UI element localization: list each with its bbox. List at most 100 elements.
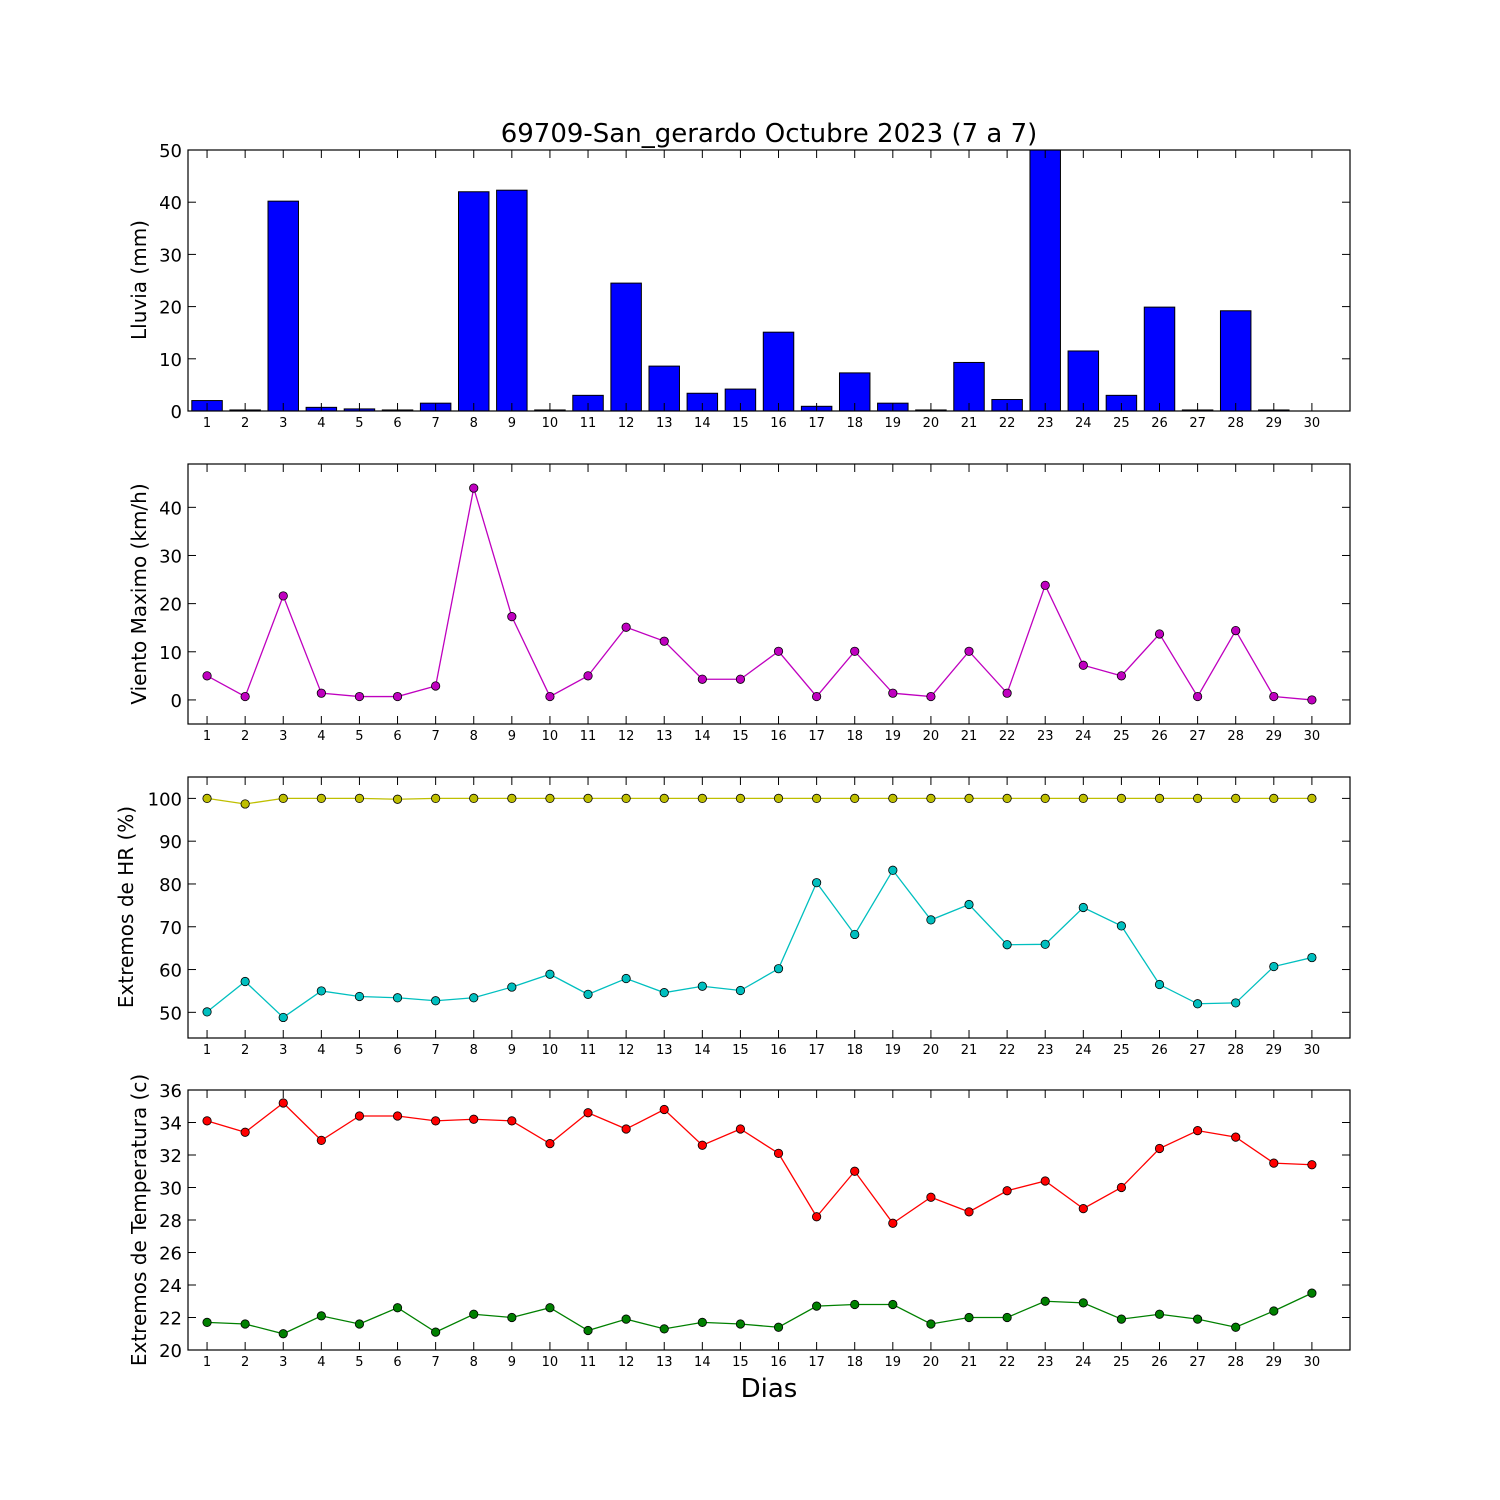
humidity-hr-min-point — [545, 969, 555, 979]
wind-wind-line-point — [1002, 688, 1012, 698]
temperature-temp-min-point — [1116, 1314, 1127, 1324]
humidity-hr-max-point — [1193, 793, 1203, 803]
wind-ytick-label: 0 — [171, 691, 182, 712]
wind-wind-line-point — [545, 691, 555, 702]
temperature-temp-min-point — [316, 1311, 326, 1321]
temperature-temp-min-point — [735, 1319, 746, 1329]
humidity-hr-max-point — [1078, 793, 1088, 803]
humidity-xtick-label: 18 — [846, 1043, 863, 1058]
humidity-xtick-label: 1 — [203, 1043, 211, 1058]
humidity-xtick-label: 22 — [999, 1043, 1016, 1058]
temperature-ytick-label: 28 — [159, 1211, 182, 1232]
rain-xtick-label: 21 — [961, 416, 978, 431]
temperature-temp-max-point — [1231, 1132, 1241, 1142]
humidity-xtick-label: 10 — [542, 1043, 559, 1058]
humidity-xtick-label: 2 — [241, 1043, 249, 1058]
wind-xtick-label: 29 — [1266, 729, 1283, 744]
wind-wind-line-line — [206, 487, 1312, 701]
wind-wind-line-point — [392, 691, 403, 702]
rain-bar — [1029, 149, 1061, 412]
temperature-temp-min-point — [659, 1324, 669, 1334]
humidity-xtick-label: 7 — [431, 1043, 439, 1058]
wind-xtick-label: 17 — [808, 729, 825, 744]
temperature-xtick-label: 9 — [508, 1355, 516, 1370]
humidity-hr-min-point — [773, 964, 784, 974]
temperature-xtick-label: 7 — [431, 1355, 439, 1370]
rain-xtick-label: 30 — [1304, 416, 1321, 431]
humidity-xtick-label: 24 — [1075, 1043, 1092, 1058]
rain-xtick-label: 22 — [999, 416, 1016, 431]
humidity-hr-max-point — [316, 793, 326, 803]
humidity-xtick-label: 30 — [1304, 1043, 1321, 1058]
figure-title: 69709-San_gerardo Octubre 2023 (7 a 7) — [501, 119, 1038, 149]
humidity-hr-max-point — [621, 793, 631, 803]
temperature-temp-max-point — [697, 1140, 707, 1150]
rain-ytick-label: 30 — [159, 245, 182, 266]
humidity-hr-max-point — [964, 793, 974, 803]
rain-xtick-label: 29 — [1266, 416, 1283, 431]
temperature-xtick-label: 5 — [355, 1355, 363, 1370]
rain-ytick-label: 10 — [159, 350, 182, 371]
temperature-xtick-label: 19 — [885, 1355, 902, 1370]
humidity-hr-min-point — [659, 988, 669, 998]
wind-xtick-label: 7 — [431, 729, 439, 744]
humidity-hr-max-point — [583, 793, 593, 803]
temperature-xtick-label: 16 — [770, 1355, 787, 1370]
rain-xtick-label: 15 — [732, 416, 749, 431]
wind-wind-line-point — [812, 691, 822, 702]
humidity-hr-max-point — [1269, 793, 1279, 803]
rain-xtick-label: 2 — [241, 416, 249, 431]
temperature-temp-min-point — [1002, 1312, 1012, 1323]
temperature-temp-max-point — [1269, 1158, 1279, 1168]
wind-wind-line-point — [697, 674, 707, 684]
temperature-temp-max-point — [850, 1166, 860, 1176]
temperature-temp-max-point — [735, 1124, 746, 1134]
humidity-hr-max-point — [1116, 793, 1127, 803]
temperature-ytick-label: 32 — [159, 1146, 182, 1167]
humidity-hr-min-point — [354, 991, 365, 1002]
temperature-temp-min-point — [1078, 1298, 1088, 1308]
rain-frame — [187, 149, 1351, 412]
humidity-ytick-label: 50 — [159, 1003, 182, 1024]
temperature-temp-min-line — [207, 1292, 1313, 1335]
temperature-xtick-label: 23 — [1037, 1355, 1054, 1370]
rain-xtick-label: 28 — [1227, 416, 1244, 431]
temperature-temp-min-point — [1269, 1306, 1279, 1316]
wind-xtick-label: 14 — [694, 729, 711, 744]
wind-wind-line-point — [1231, 625, 1241, 636]
temperature-temp-min-point — [469, 1309, 479, 1319]
temperature-temp-min-point — [392, 1303, 403, 1313]
temperature-temp-min-point — [1154, 1309, 1165, 1319]
rain-xtick-label: 12 — [618, 416, 635, 431]
rain-xtick-label: 11 — [580, 416, 597, 431]
temperature-xtick-label: 22 — [999, 1355, 1016, 1370]
wind-wind-line-point — [735, 674, 746, 684]
humidity-hr-min-point — [392, 993, 403, 1003]
wind-ytick-label: 30 — [159, 546, 182, 567]
humidity-hr-min-point — [621, 973, 631, 984]
rain-xtick-label: 3 — [279, 416, 287, 431]
humidity-ytick-label: 90 — [159, 832, 182, 853]
wind-wind-line-point — [240, 691, 250, 702]
temperature-xtick-label: 18 — [846, 1355, 863, 1370]
temperature-temp-max-point — [621, 1124, 631, 1134]
wind-xtick-label: 30 — [1304, 729, 1321, 744]
temperature-temp-max-point — [354, 1111, 365, 1121]
humidity-xtick-label: 15 — [732, 1043, 749, 1058]
humidity-hr-min-point — [202, 1007, 212, 1017]
rain-xtick-label: 6 — [393, 416, 401, 431]
humidity-hr-max-point — [812, 793, 822, 803]
wind-xtick-label: 12 — [618, 729, 635, 744]
rain-bar — [1143, 306, 1176, 412]
rain-xtick-label: 17 — [808, 416, 825, 431]
humidity-hr-min-point — [850, 929, 860, 940]
wind-xtick-label: 11 — [580, 729, 597, 744]
rain-xtick-label: 7 — [431, 416, 439, 431]
temperature-temp-max-point — [392, 1111, 403, 1121]
